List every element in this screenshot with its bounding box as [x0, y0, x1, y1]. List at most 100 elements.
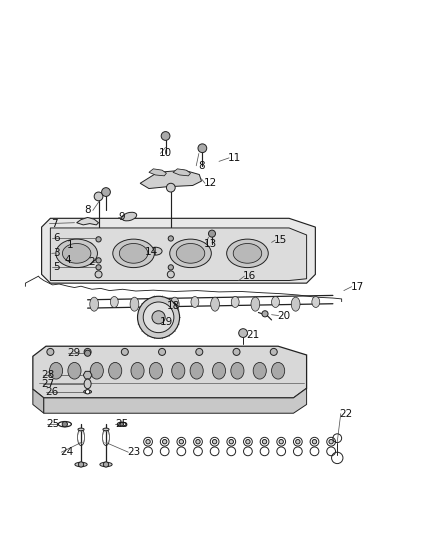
Text: 9: 9 — [118, 212, 125, 222]
Text: 10: 10 — [159, 149, 172, 158]
Text: 24: 24 — [60, 447, 73, 457]
Text: 18: 18 — [166, 301, 180, 311]
Text: 23: 23 — [127, 447, 140, 457]
Text: 25: 25 — [115, 419, 128, 429]
Ellipse shape — [253, 362, 266, 379]
Ellipse shape — [226, 239, 268, 268]
Text: 21: 21 — [247, 330, 260, 340]
Circle shape — [198, 144, 207, 152]
Ellipse shape — [190, 362, 203, 379]
Circle shape — [212, 440, 217, 444]
Ellipse shape — [176, 244, 205, 263]
Text: 14: 14 — [145, 247, 158, 257]
Polygon shape — [173, 169, 191, 176]
Text: 20: 20 — [277, 311, 290, 320]
Ellipse shape — [272, 296, 279, 308]
Ellipse shape — [131, 362, 144, 379]
Ellipse shape — [212, 362, 226, 379]
Circle shape — [95, 271, 102, 278]
Text: 3: 3 — [53, 248, 60, 259]
Ellipse shape — [100, 462, 112, 467]
Text: 15: 15 — [274, 235, 287, 245]
Ellipse shape — [90, 297, 99, 311]
Ellipse shape — [110, 296, 118, 308]
Ellipse shape — [122, 212, 137, 221]
Text: 19: 19 — [160, 317, 173, 327]
Circle shape — [167, 271, 174, 278]
Text: 25: 25 — [46, 419, 59, 429]
Circle shape — [152, 311, 165, 324]
Circle shape — [146, 440, 150, 444]
Text: 13: 13 — [204, 239, 217, 249]
Text: 6: 6 — [53, 233, 60, 244]
Circle shape — [196, 440, 200, 444]
Circle shape — [312, 440, 317, 444]
Circle shape — [262, 311, 268, 317]
Circle shape — [138, 296, 180, 338]
Polygon shape — [77, 217, 99, 225]
Ellipse shape — [90, 362, 103, 379]
Circle shape — [229, 440, 233, 444]
Ellipse shape — [149, 247, 162, 255]
Ellipse shape — [231, 296, 239, 308]
Circle shape — [168, 236, 173, 241]
Circle shape — [96, 265, 101, 270]
Circle shape — [121, 349, 128, 356]
Ellipse shape — [170, 297, 179, 311]
Ellipse shape — [75, 462, 87, 467]
Circle shape — [87, 243, 92, 248]
Text: 11: 11 — [228, 153, 241, 163]
Circle shape — [246, 440, 250, 444]
Circle shape — [279, 440, 283, 444]
Circle shape — [233, 349, 240, 356]
Ellipse shape — [84, 390, 92, 393]
Text: 22: 22 — [339, 409, 353, 418]
Ellipse shape — [149, 362, 162, 379]
Circle shape — [143, 302, 174, 333]
Circle shape — [47, 349, 54, 356]
Circle shape — [179, 440, 184, 444]
Circle shape — [162, 440, 167, 444]
Ellipse shape — [151, 296, 159, 308]
Ellipse shape — [119, 244, 148, 263]
Polygon shape — [44, 388, 307, 413]
Ellipse shape — [211, 297, 219, 311]
Circle shape — [262, 440, 267, 444]
Ellipse shape — [272, 362, 285, 379]
Circle shape — [159, 349, 166, 356]
Polygon shape — [149, 169, 166, 176]
Text: 27: 27 — [42, 379, 55, 389]
Circle shape — [329, 440, 333, 444]
Polygon shape — [50, 228, 307, 280]
Polygon shape — [42, 219, 315, 283]
Text: 16: 16 — [243, 271, 256, 281]
Circle shape — [85, 390, 90, 394]
Ellipse shape — [103, 428, 109, 431]
Circle shape — [94, 192, 103, 201]
Text: 7: 7 — [51, 219, 58, 229]
Text: 12: 12 — [204, 178, 217, 188]
Circle shape — [296, 440, 300, 444]
Circle shape — [102, 188, 110, 197]
Ellipse shape — [312, 296, 320, 308]
Ellipse shape — [291, 297, 300, 311]
Text: 8: 8 — [198, 161, 205, 171]
Text: 8: 8 — [84, 205, 91, 215]
Circle shape — [120, 423, 124, 426]
Circle shape — [96, 237, 101, 242]
Ellipse shape — [84, 379, 91, 389]
Ellipse shape — [170, 239, 212, 268]
Circle shape — [85, 350, 91, 356]
Ellipse shape — [56, 239, 97, 268]
Circle shape — [78, 462, 84, 467]
Circle shape — [270, 349, 277, 356]
Ellipse shape — [172, 362, 185, 379]
Circle shape — [166, 183, 175, 192]
Ellipse shape — [251, 297, 260, 311]
Text: 26: 26 — [45, 387, 58, 397]
Circle shape — [62, 422, 67, 427]
Ellipse shape — [113, 239, 154, 268]
Ellipse shape — [231, 362, 244, 379]
Ellipse shape — [49, 362, 63, 379]
Text: 4: 4 — [64, 255, 71, 265]
